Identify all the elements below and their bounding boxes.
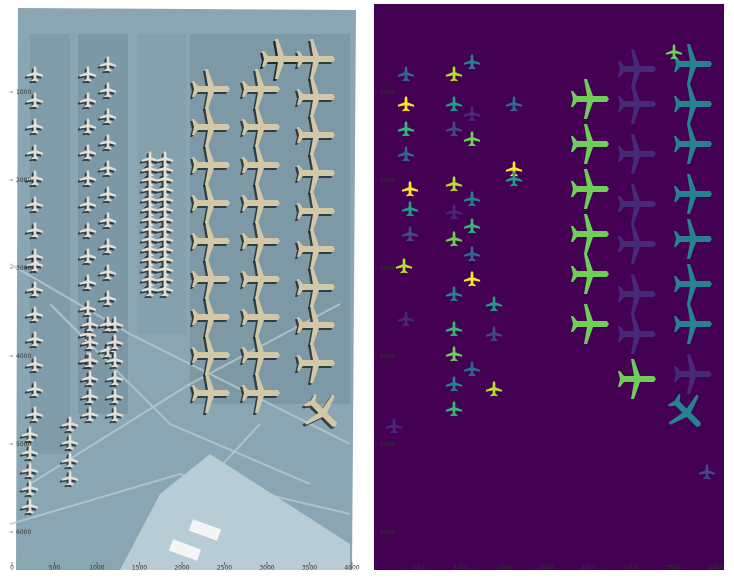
x-tick-label: 1500 bbox=[496, 565, 511, 571]
y-tick-label: 3000 bbox=[16, 265, 31, 272]
aerial-image: 0 500 1000 1500 2000 2500 3000 3500 4000 1000 2000… bbox=[10, 4, 360, 570]
y-tick-label: 5000 bbox=[16, 441, 31, 448]
x-tick-label: 1000 bbox=[453, 565, 468, 571]
x-tick-label: 3000 bbox=[623, 565, 638, 571]
y-tick-label: 1000 bbox=[16, 89, 31, 96]
mask-background bbox=[374, 4, 724, 570]
segmentation-mask: 0 500 1000 1500 2000 2500 3000 3500 4000 1000 2000… bbox=[374, 4, 724, 570]
x-tick-label: 4000 bbox=[708, 565, 723, 571]
x-tick-label: 2000 bbox=[174, 565, 189, 571]
x-tick-label: 1500 bbox=[132, 565, 147, 571]
x-tick-label: 0 bbox=[374, 565, 378, 571]
x-tick-label: 0 bbox=[10, 565, 14, 571]
axes: 0 500 1000 1500 2000 2500 3000 3500 4000 1000 2000… bbox=[10, 89, 360, 570]
x-tick-label: 2000 bbox=[538, 565, 553, 571]
y-tick-label: 2000 bbox=[380, 177, 395, 184]
y-tick-label: 5000 bbox=[380, 441, 395, 448]
y-tick-label: 2000 bbox=[16, 177, 31, 184]
y-tick-label: 3000 bbox=[380, 265, 395, 272]
x-tick-label: 500 bbox=[413, 565, 425, 571]
x-tick-label: 2500 bbox=[217, 565, 232, 571]
axes: 0 500 1000 1500 2000 2500 3000 3500 4000 1000 2000… bbox=[374, 89, 724, 570]
x-tick-label: 1000 bbox=[89, 565, 104, 571]
aerial-image-panel: 0 500 1000 1500 2000 2500 3000 3500 4000 1000 2000… bbox=[10, 4, 360, 570]
x-tick-label: 3500 bbox=[302, 565, 317, 571]
x-tick-label: 2500 bbox=[581, 565, 596, 571]
y-tick-label: 4000 bbox=[16, 353, 31, 360]
y-tick-label: 1000 bbox=[380, 89, 395, 96]
y-tick-label: 4000 bbox=[380, 353, 395, 360]
x-tick-label: 3500 bbox=[666, 565, 681, 571]
x-tick-label: 3000 bbox=[259, 565, 274, 571]
y-tick-label: 6000 bbox=[16, 529, 31, 536]
x-tick-label: 500 bbox=[49, 565, 61, 571]
x-tick-label: 4000 bbox=[344, 565, 359, 571]
segmentation-mask-panel: 0 500 1000 1500 2000 2500 3000 3500 4000 1000 2000… bbox=[374, 4, 724, 570]
y-tick-label: 6000 bbox=[380, 529, 395, 536]
